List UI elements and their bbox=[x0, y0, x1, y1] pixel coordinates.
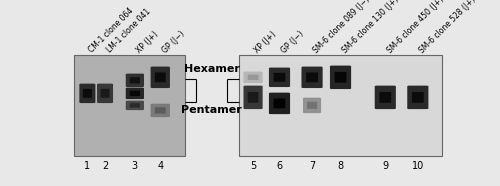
FancyBboxPatch shape bbox=[380, 92, 391, 103]
FancyBboxPatch shape bbox=[83, 89, 92, 98]
Text: XP (J+): XP (J+) bbox=[135, 29, 160, 54]
FancyBboxPatch shape bbox=[269, 93, 290, 114]
FancyBboxPatch shape bbox=[100, 89, 110, 98]
Text: GP (J−): GP (J−) bbox=[160, 29, 186, 54]
FancyBboxPatch shape bbox=[334, 72, 346, 83]
FancyBboxPatch shape bbox=[248, 92, 258, 103]
FancyBboxPatch shape bbox=[97, 84, 113, 103]
FancyBboxPatch shape bbox=[126, 101, 144, 110]
FancyBboxPatch shape bbox=[155, 72, 166, 82]
Text: GP (J−): GP (J−) bbox=[280, 29, 305, 54]
Text: Hexamer: Hexamer bbox=[184, 64, 240, 74]
Text: 2: 2 bbox=[102, 161, 108, 171]
FancyBboxPatch shape bbox=[126, 88, 144, 99]
FancyBboxPatch shape bbox=[130, 91, 140, 96]
FancyBboxPatch shape bbox=[126, 74, 144, 87]
Text: SM-6 clone 089 (J−): SM-6 clone 089 (J−) bbox=[312, 0, 372, 54]
Text: 3: 3 bbox=[132, 161, 138, 171]
Text: 8: 8 bbox=[338, 161, 344, 171]
FancyBboxPatch shape bbox=[412, 92, 424, 103]
FancyBboxPatch shape bbox=[274, 73, 285, 82]
Text: LM-1 clone 041: LM-1 clone 041 bbox=[105, 7, 152, 54]
Bar bbox=[74, 55, 184, 155]
FancyBboxPatch shape bbox=[244, 86, 262, 109]
FancyBboxPatch shape bbox=[274, 98, 285, 108]
Text: SM-6 clone 130 (J+): SM-6 clone 130 (J+) bbox=[340, 0, 400, 54]
FancyBboxPatch shape bbox=[374, 86, 396, 109]
FancyBboxPatch shape bbox=[307, 102, 317, 109]
FancyBboxPatch shape bbox=[150, 104, 170, 117]
FancyBboxPatch shape bbox=[303, 98, 321, 113]
FancyBboxPatch shape bbox=[130, 77, 140, 84]
FancyBboxPatch shape bbox=[150, 67, 170, 88]
FancyBboxPatch shape bbox=[155, 107, 166, 113]
Text: SM-6 clone 528 (J+): SM-6 clone 528 (J+) bbox=[418, 0, 478, 54]
FancyBboxPatch shape bbox=[248, 75, 258, 80]
FancyBboxPatch shape bbox=[306, 72, 318, 82]
FancyBboxPatch shape bbox=[302, 67, 322, 88]
FancyBboxPatch shape bbox=[80, 84, 96, 103]
Bar bbox=[239, 55, 442, 155]
Text: 4: 4 bbox=[157, 161, 164, 171]
Text: CM-1 clone 064: CM-1 clone 064 bbox=[88, 6, 136, 54]
Text: 5: 5 bbox=[250, 161, 256, 171]
FancyBboxPatch shape bbox=[244, 72, 262, 83]
Text: 7: 7 bbox=[309, 161, 315, 171]
Text: 1: 1 bbox=[84, 161, 90, 171]
Text: XP (J+): XP (J+) bbox=[253, 29, 278, 54]
FancyBboxPatch shape bbox=[269, 68, 290, 87]
Text: 9: 9 bbox=[382, 161, 388, 171]
Text: Pentamer: Pentamer bbox=[182, 105, 242, 115]
Text: 6: 6 bbox=[276, 161, 282, 171]
Text: SM-6 clone 450 (J+): SM-6 clone 450 (J+) bbox=[386, 0, 446, 54]
FancyBboxPatch shape bbox=[130, 103, 140, 108]
Text: 10: 10 bbox=[412, 161, 424, 171]
FancyBboxPatch shape bbox=[408, 86, 428, 109]
FancyBboxPatch shape bbox=[330, 66, 351, 89]
